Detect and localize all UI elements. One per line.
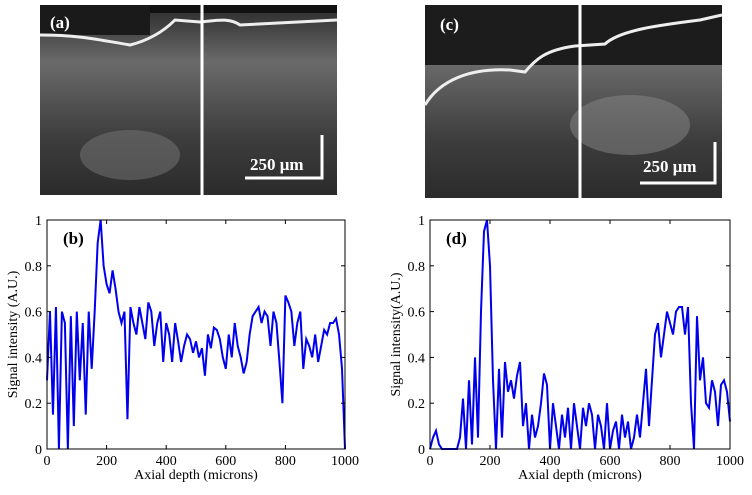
x-tick-label: 0 (44, 454, 51, 469)
y-tick-label: 1 (35, 214, 42, 229)
x-tick-label: 0 (427, 454, 434, 469)
x-tick-label: 800 (275, 454, 296, 469)
x-tick-label: 400 (156, 454, 177, 469)
y-tick-label: 1 (418, 214, 425, 229)
data-line (429, 219, 731, 450)
panel-label: (a) (50, 13, 70, 32)
panel-label: (b) (63, 229, 84, 248)
scale-bar-label: 250 μm (643, 157, 697, 176)
x-tick-label: 600 (600, 454, 621, 469)
y-tick-label: 0 (35, 443, 42, 458)
x-axis-label: Axial depth (microns) (518, 468, 642, 483)
y-axis-label: Signal intensity(A.U.) (389, 272, 404, 396)
scale-bar-label: 250 μm (250, 155, 304, 174)
y-axis-label: Signal intensity (A.U.) (6, 270, 21, 398)
y-tick-label: 0 (418, 443, 425, 458)
y-tick-label: 0.2 (25, 397, 43, 412)
x-tick-label: 200 (480, 454, 501, 469)
y-tick-label: 0.4 (408, 351, 426, 366)
x-tick-label: 400 (540, 454, 561, 469)
x-tick-label: 1000 (331, 454, 359, 469)
axes-box (46, 219, 346, 450)
data-line (46, 219, 346, 450)
panel-label: (c) (440, 15, 459, 34)
x-axis-label: Axial depth (microns) (134, 468, 258, 483)
x-tick-label: 200 (96, 454, 117, 469)
y-tick-label: 0.8 (408, 260, 426, 275)
oct-image-c: (c) 250 μm (423, 5, 723, 198)
y-tick-label: 0.6 (25, 306, 43, 321)
y-tick-label: 0.6 (408, 306, 426, 321)
oct-image-a: (a) 250 μm (39, 5, 338, 195)
panel-label: (d) (446, 229, 467, 248)
y-tick-label: 0.4 (25, 351, 43, 366)
x-tick-label: 1000 (716, 454, 744, 469)
y-tick-label: 0.2 (408, 397, 426, 412)
axes-box (429, 219, 731, 450)
x-tick-label: 600 (215, 454, 236, 469)
x-tick-label: 800 (660, 454, 681, 469)
y-tick-label: 0.8 (25, 260, 43, 275)
